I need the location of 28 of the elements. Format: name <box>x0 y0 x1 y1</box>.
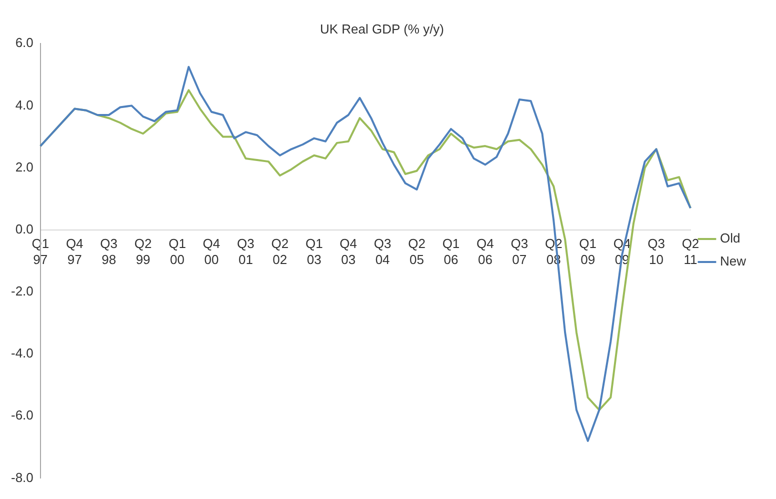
x-tick-label: Q2 11 <box>682 236 700 267</box>
x-tick-label: Q4 00 <box>202 236 220 267</box>
y-tick-label: 6.0 <box>15 35 34 50</box>
y-tick-label: 2.0 <box>15 159 34 174</box>
x-tick-label: Q1 03 <box>305 236 323 267</box>
x-tick-label: Q4 03 <box>340 236 358 267</box>
y-tick-label: -6.0 <box>10 408 34 423</box>
y-tick-label: 4.0 <box>15 97 34 112</box>
y-tick-label: 0.0 <box>15 221 34 236</box>
x-tick-label: Q2 05 <box>408 236 426 267</box>
x-tick-label: Q1 00 <box>168 236 186 267</box>
y-tick-label: -8.0 <box>10 470 34 485</box>
y-tick-label: -2.0 <box>10 284 34 299</box>
legend-label: New <box>720 254 747 269</box>
x-tick-label: Q4 06 <box>476 236 494 267</box>
x-tick-label: Q3 10 <box>648 236 665 267</box>
y-tick-label: -4.0 <box>10 346 34 361</box>
x-tick-label: Q3 98 <box>100 236 118 267</box>
x-tick-label: Q1 06 <box>442 236 460 267</box>
chart-title: UK Real GDP (% y/y) <box>320 21 444 36</box>
x-tick-label: Q3 07 <box>510 236 528 267</box>
legend-label: Old <box>720 230 740 246</box>
x-tick-label: Q4 97 <box>66 236 84 267</box>
x-tick-label: Q2 02 <box>271 236 289 267</box>
x-tick-label: Q3 01 <box>237 236 254 267</box>
x-tick-label: Q1 09 <box>579 236 597 267</box>
x-tick-label: Q3 04 <box>374 236 392 267</box>
x-tick-label: Q2 99 <box>134 236 152 267</box>
